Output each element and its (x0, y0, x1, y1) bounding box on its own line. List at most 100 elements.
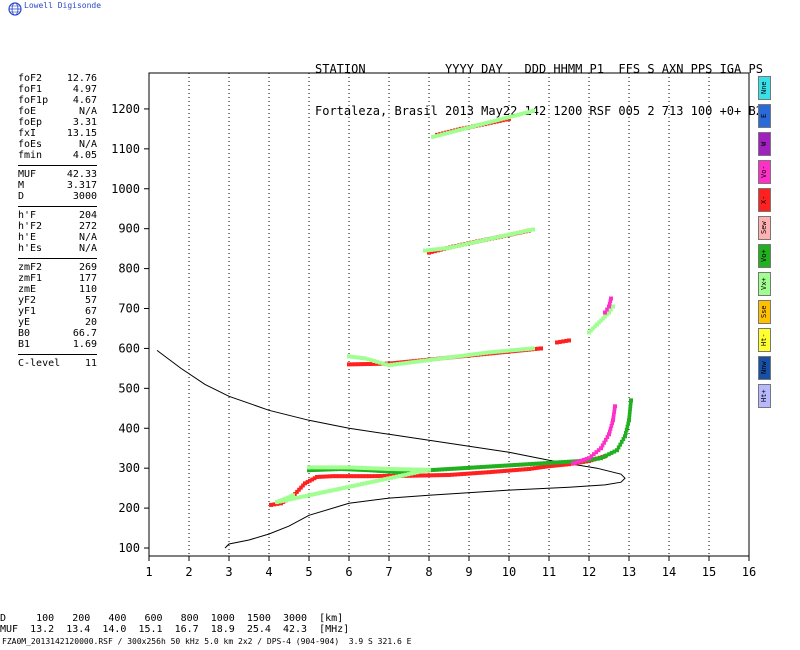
legend-swatch: Vo+ (758, 244, 771, 268)
echo-point (628, 406, 632, 411)
echo-point (597, 320, 601, 325)
echo-point (310, 477, 314, 482)
param-row: C-level 11 (18, 358, 97, 369)
y-tick-label: 1000 (111, 182, 140, 196)
echo-point (353, 355, 358, 360)
echo-point (377, 478, 382, 483)
echo-point (378, 360, 382, 365)
echo-point (522, 111, 526, 116)
param-name: D (18, 191, 25, 202)
y-tick-label: 900 (118, 222, 140, 236)
echo-point (611, 415, 616, 420)
echo-point (496, 349, 500, 354)
echo-point (438, 246, 442, 251)
echo-point (601, 316, 605, 321)
param-value: 12.76 (66, 73, 97, 84)
muf-row: MUF 13.2 13.4 14.0 15.1 16.7 18.9 25.4 4… (0, 624, 350, 635)
echo-point (484, 350, 488, 355)
echo-point (401, 361, 406, 366)
echo-point (464, 465, 469, 470)
echo-point (444, 246, 448, 251)
echo-point (483, 237, 487, 242)
echo-point (448, 130, 453, 135)
param-value: 110 (78, 284, 97, 295)
param-name: zmF2 (18, 262, 43, 273)
echo-point (437, 473, 442, 478)
echo-point (603, 310, 607, 315)
echo-point (328, 465, 333, 470)
echo-point (437, 356, 441, 361)
param-value: 13.15 (66, 128, 97, 139)
param-name: foF2 (18, 73, 43, 84)
legend-label: W (760, 141, 768, 147)
echo-point (524, 462, 529, 467)
echo-point (347, 362, 351, 367)
echo-point (484, 470, 488, 475)
echo-point (594, 450, 598, 455)
echo-point (460, 353, 465, 358)
echo-point (470, 465, 475, 470)
param-value: N/A (78, 232, 97, 243)
echo-point (341, 465, 345, 470)
echo-point (304, 493, 309, 498)
param-value: 4.67 (72, 95, 97, 106)
echo-point (539, 461, 544, 466)
echo-point (379, 474, 384, 479)
echo-point (356, 362, 361, 367)
param-value: 177 (78, 273, 97, 284)
echo-point (374, 466, 379, 471)
param-row: foEs N/A (18, 139, 97, 150)
echo-point (348, 484, 352, 489)
param-name: h'F2 (18, 221, 43, 232)
echo-point (364, 474, 368, 479)
echo-point (321, 467, 326, 472)
param-row: h'F 204 (18, 210, 97, 221)
param-name: B1 (18, 339, 31, 350)
echo-point (507, 348, 512, 353)
echo-point (286, 497, 291, 502)
echo-point (536, 346, 540, 351)
param-value: 4.97 (72, 84, 97, 95)
echo-point (366, 357, 370, 362)
echo-point (581, 457, 586, 462)
echo-point (601, 454, 606, 459)
echo-point (382, 469, 387, 474)
echo-point (532, 466, 537, 471)
param-name: foE (18, 106, 37, 117)
echo-point (576, 459, 581, 464)
echo-point (615, 448, 619, 453)
echo-point (440, 467, 445, 472)
echo-point (561, 462, 566, 467)
echo-point (501, 233, 505, 238)
echo-point (410, 360, 415, 365)
echo-point (527, 466, 531, 471)
echo-point (421, 469, 425, 474)
echo-point (567, 459, 571, 464)
header-line-2: Fortaleza, Brasil 2013 May22 142 1200 RS… (315, 104, 763, 118)
echo-point (336, 487, 341, 492)
echo-point (362, 465, 367, 470)
echo-point (347, 465, 351, 470)
param-row: yE 20 (18, 317, 97, 328)
x-tick-label: 15 (702, 565, 716, 579)
echo-point (514, 467, 519, 472)
param-value: 272 (78, 221, 97, 232)
echo-point (544, 464, 548, 469)
echo-point (616, 445, 621, 450)
echo-point (413, 473, 417, 478)
echo-point (451, 129, 456, 134)
echo-point (487, 120, 491, 125)
echo-point (487, 350, 491, 355)
echo-point (492, 235, 496, 240)
param-row: fxI 13.15 (18, 128, 97, 139)
echo-point (593, 457, 598, 462)
x-tick-label: 1 (145, 565, 152, 579)
echo-point (488, 464, 493, 469)
echo-point (457, 127, 462, 132)
echo-point (431, 467, 435, 472)
param-row: foF1p 4.67 (18, 95, 97, 106)
echo-point (368, 480, 373, 485)
echo-point (612, 449, 617, 454)
echo-point (607, 452, 611, 457)
echo-point (328, 474, 332, 479)
